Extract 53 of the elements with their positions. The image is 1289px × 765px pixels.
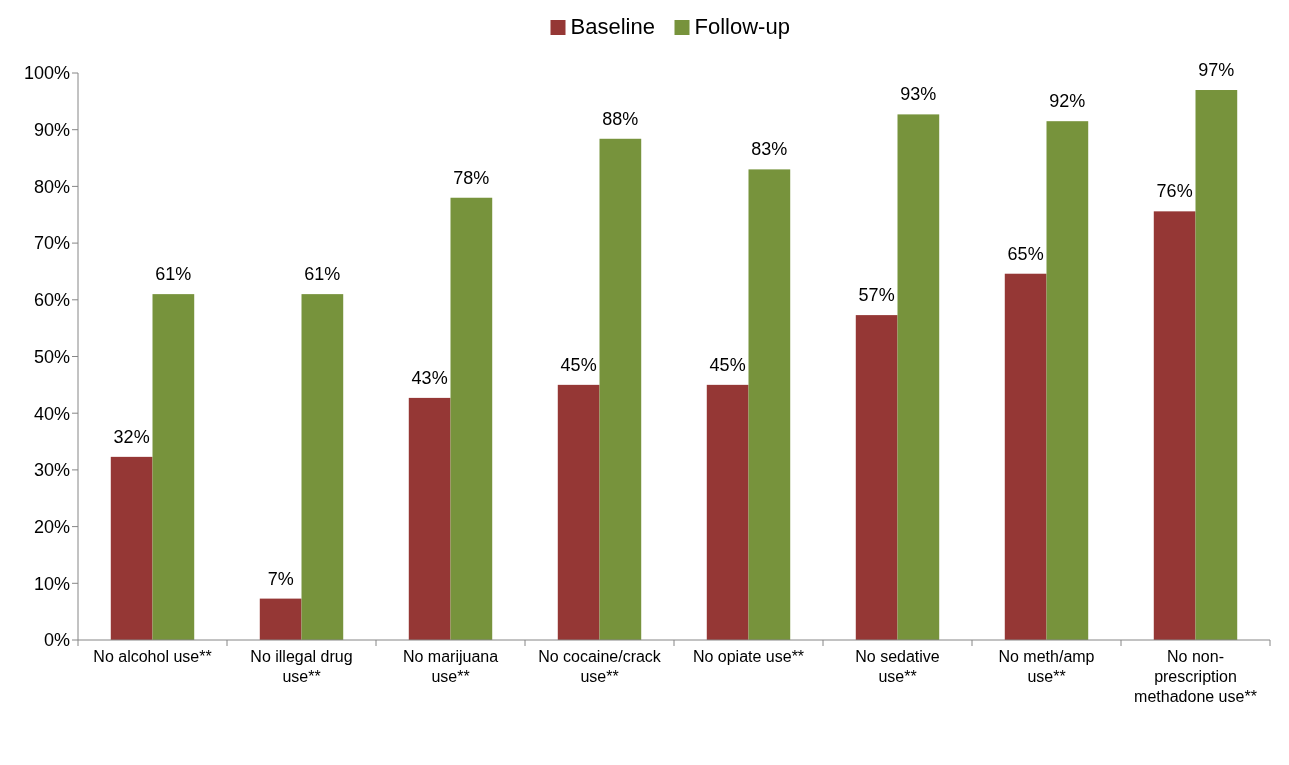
bar [408, 397, 451, 640]
data-label: 83% [751, 139, 788, 160]
x-tick-label: No illegal drug use** [250, 648, 353, 685]
data-label: 45% [560, 354, 597, 375]
data-label: 57% [858, 285, 895, 306]
bar [301, 294, 344, 640]
bar [450, 197, 493, 640]
bar [1153, 211, 1196, 640]
bar [1004, 273, 1047, 640]
y-tick-label: 20% [33, 516, 70, 537]
bar [748, 169, 791, 640]
data-label: 97% [1198, 60, 1235, 81]
y-tick-label: 70% [33, 233, 70, 254]
y-tick-label: 80% [33, 176, 70, 197]
bar [599, 138, 642, 640]
data-label: 88% [602, 108, 639, 129]
data-label: 92% [1049, 91, 1086, 112]
data-label: 61% [155, 264, 192, 285]
bar [1046, 121, 1089, 640]
x-tick-label: No sedative use** [855, 648, 940, 685]
y-tick-label: 0% [43, 630, 70, 651]
bar [855, 315, 898, 640]
bar [110, 456, 153, 640]
bar [897, 114, 940, 640]
data-label: 76% [1156, 181, 1193, 202]
y-tick-label: 60% [33, 290, 70, 311]
data-label: 65% [1007, 243, 1044, 264]
bar [706, 384, 749, 640]
bar [1195, 90, 1238, 640]
y-tick-label: 50% [33, 346, 70, 367]
data-label: 61% [304, 264, 341, 285]
x-tick-label: No non-prescription methadone use** [1134, 648, 1257, 705]
data-label: 7% [267, 568, 294, 589]
bar [259, 598, 302, 640]
data-label: 45% [709, 354, 746, 375]
y-tick-label: 100% [23, 63, 70, 84]
x-tick-label: No meth/amp use** [998, 648, 1095, 685]
x-tick-label: No alcohol use** [93, 648, 212, 665]
data-label: 32% [113, 426, 150, 447]
x-tick-label: No cocaine/crack use** [538, 648, 662, 685]
data-label: 93% [900, 84, 937, 105]
data-label: 43% [411, 367, 448, 388]
y-tick-label: 40% [33, 403, 70, 424]
bar [152, 294, 195, 640]
bar [557, 384, 600, 640]
legend-label: Baseline [570, 14, 655, 39]
legend-label: Follow-up [694, 14, 790, 39]
y-tick-label: 90% [33, 120, 70, 140]
y-tick-label: 30% [33, 460, 70, 481]
data-label: 78% [453, 167, 490, 188]
x-tick-label: No opiate use** [692, 648, 805, 665]
y-tick-label: 10% [33, 573, 70, 594]
x-tick-label: No marijuana use** [402, 648, 499, 685]
